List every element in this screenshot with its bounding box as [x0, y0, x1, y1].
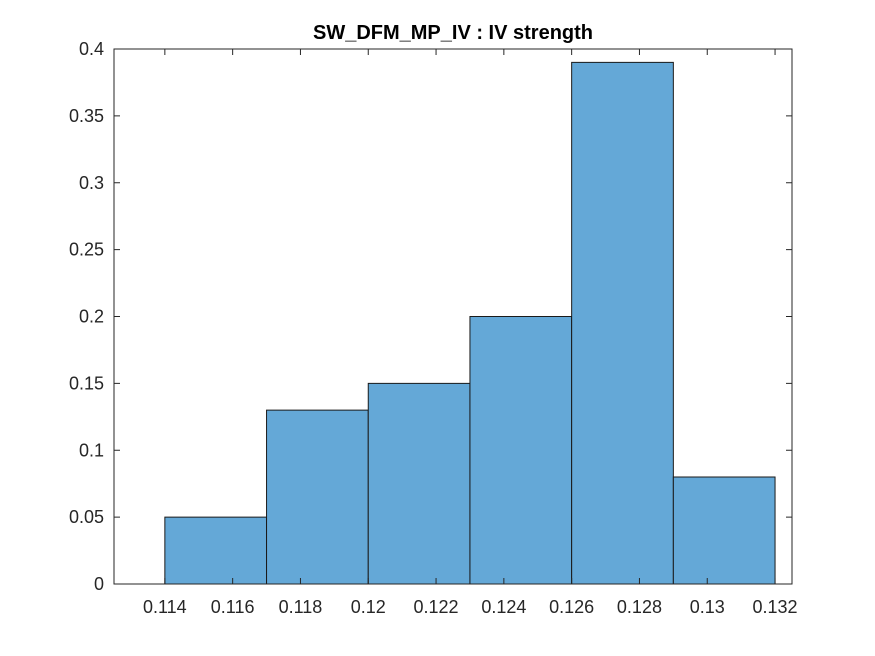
y-tick-label: 0.05 [69, 507, 104, 527]
histogram-bar-2 [266, 409, 369, 585]
y-tick-label: 0.25 [69, 240, 104, 260]
x-tick-label: 0.122 [414, 597, 459, 617]
x-tick-label: 0.118 [279, 597, 323, 617]
y-tick-labels: 0 0.05 0.1 0.15 0.2 0.25 0.3 0.35 0.4 [69, 39, 104, 594]
histogram-bar-4 [469, 316, 573, 585]
x-tick-label: 0.128 [617, 597, 662, 617]
y-tick-label: 0.4 [79, 39, 104, 59]
x-tick-label: 0.12 [351, 597, 386, 617]
x-tick-label: 0.13 [690, 597, 725, 617]
y-tick-label: 0.35 [69, 106, 104, 126]
y-tick-label: 0.1 [79, 440, 104, 460]
y-tick-label: 0.15 [69, 373, 104, 393]
x-tick-labels: 0.114 0.116 0.118 0.12 0.122 0.124 0.126 0.128 0… [143, 597, 798, 617]
histogram-bar-5 [571, 61, 674, 585]
histogram-bar-6 [672, 476, 776, 585]
histogram-bar-1 [164, 516, 268, 585]
y-tick-label: 0.2 [79, 307, 104, 327]
x-tick-label: 0.132 [753, 597, 798, 617]
y-tick-label: 0 [94, 574, 104, 594]
bars-layer [164, 61, 776, 585]
x-tick-label: 0.124 [481, 597, 526, 617]
chart-title: SW_DFM_MP_IV : IV strength [313, 22, 593, 44]
ticks-layer [114, 48, 792, 585]
x-tick-label: 0.116 [211, 597, 255, 617]
histogram-bar-3 [367, 382, 471, 585]
y-tick-label: 0.3 [79, 173, 104, 193]
x-tick-label: 0.126 [549, 597, 594, 617]
x-tick-label: 0.114 [143, 597, 187, 617]
